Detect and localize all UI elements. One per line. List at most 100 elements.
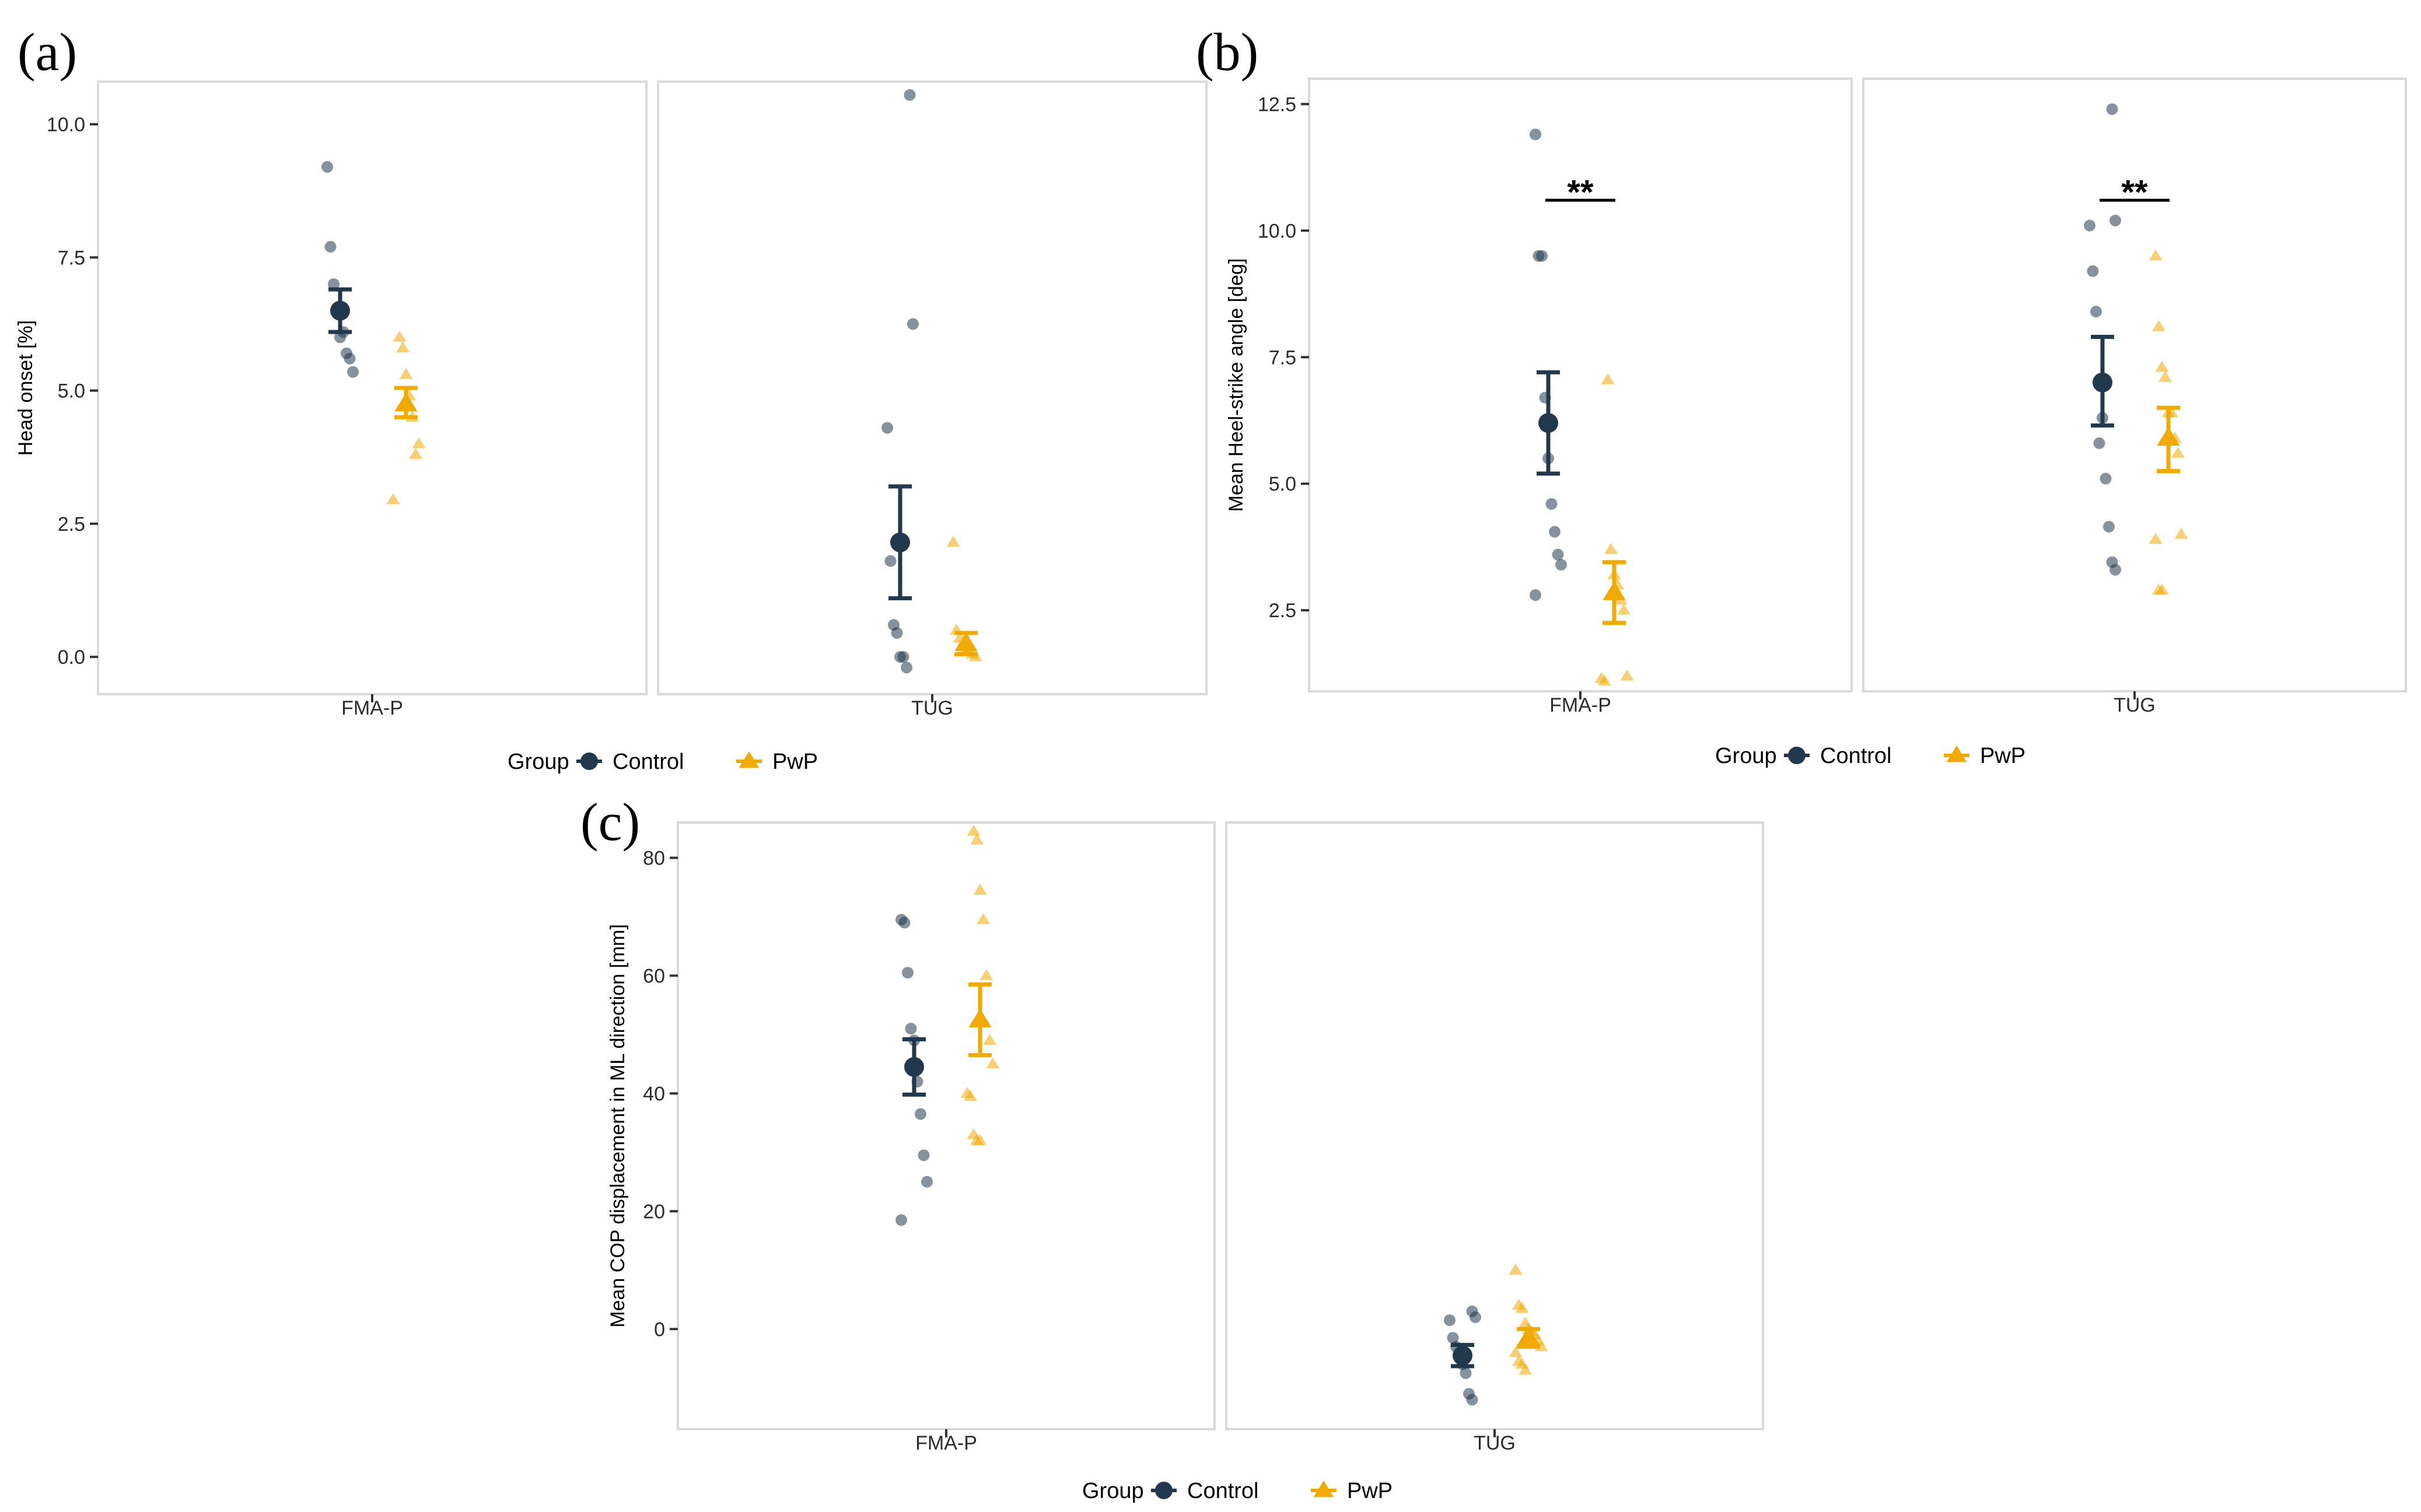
control-point [2109, 564, 2121, 576]
control-point [1549, 526, 1561, 538]
control-point [2093, 437, 2105, 449]
facet-label: TUG [2114, 694, 2156, 716]
control-point [2100, 473, 2112, 485]
facet-panel [1862, 78, 2407, 692]
pwp-point [967, 824, 981, 836]
legend-pwp-label: PwP [772, 750, 818, 774]
facet-label: TUG [911, 697, 953, 719]
y-tick-label: 10.0 [1258, 220, 1296, 242]
facet-panel [1308, 78, 1853, 692]
y-tick-label: 7.5 [58, 247, 85, 269]
pwp-point [1509, 1346, 1523, 1357]
facet-label: FMA-P [341, 697, 403, 719]
panel-label: (c) [580, 792, 640, 852]
pwp-point [977, 913, 990, 925]
y-tick-label: 0 [654, 1318, 665, 1340]
control-point [901, 662, 912, 674]
pwp-point [1509, 1263, 1523, 1275]
pwp-point [1519, 1363, 1532, 1375]
pwp-point [412, 437, 426, 449]
control-point [347, 366, 359, 378]
control-point [918, 1149, 930, 1161]
facet-label: FMA-P [1549, 694, 1611, 716]
pwp-point [1515, 1301, 1529, 1313]
y-axis-title: Mean Heel-strike angle [deg] [1225, 258, 1247, 512]
control-point [907, 318, 919, 330]
control-point [1552, 548, 1564, 561]
control-point [881, 422, 893, 434]
pwp-point [396, 341, 410, 353]
control-point [902, 967, 914, 979]
pwp-mean-marker [968, 1008, 992, 1028]
legend-title: Group [508, 750, 569, 774]
pwp-point [973, 1133, 987, 1145]
control-point [328, 278, 340, 290]
pwp-point [946, 536, 960, 547]
control-mean-marker [904, 1057, 924, 1077]
legend-control-label: Control [1187, 1479, 1259, 1503]
control-point [921, 1175, 933, 1188]
y-axis-title: Mean COP displacement in ML direction [m… [607, 924, 629, 1328]
pwp-point [973, 883, 987, 895]
legend-pwp-label: PwP [1347, 1479, 1393, 1503]
pwp-mean-marker [954, 632, 978, 652]
facet-panel [657, 80, 1208, 695]
y-tick-label: 40 [643, 1083, 665, 1105]
y-tick-label: 2.5 [58, 513, 85, 536]
y-tick-label: 12.5 [1258, 93, 1296, 116]
legend-control-label: Control [613, 750, 684, 774]
control-point [895, 1214, 907, 1226]
control-point [897, 651, 909, 663]
control-point [2087, 265, 2099, 277]
facet-panel [677, 821, 1216, 1430]
facet-panel [1225, 821, 1764, 1430]
control-point [1447, 1332, 1459, 1344]
y-tick-label: 7.5 [1269, 346, 1296, 369]
control-point [324, 241, 337, 253]
facet-panel [97, 80, 648, 695]
pwp-point [2158, 370, 2172, 382]
panel-label: (a) [18, 22, 77, 82]
facet-label: FMA-P [915, 1432, 977, 1454]
pwp-point [2152, 320, 2165, 331]
pwp-point [399, 368, 413, 379]
control-point [905, 1023, 917, 1035]
pwp-point [386, 493, 400, 505]
control-point [884, 555, 897, 567]
legend-pwp-marker [739, 751, 760, 768]
control-point [1536, 250, 1548, 262]
legend-pwp-marker [1313, 1480, 1334, 1497]
control-mean-marker [890, 532, 910, 552]
control-point [1470, 1311, 1481, 1324]
control-point [1466, 1394, 1478, 1406]
legend-pwp-label: PwP [1980, 744, 2025, 768]
control-point [915, 1108, 926, 1120]
legend-control-marker [1155, 1482, 1173, 1499]
facet-label: TUG [1474, 1432, 1516, 1454]
y-tick-label: 2.5 [1269, 600, 1296, 622]
y-tick-label: 60 [643, 965, 665, 988]
control-point [891, 627, 903, 639]
control-point [344, 352, 356, 365]
legend-title: Group [1082, 1479, 1144, 1503]
pwp-point [1617, 603, 1631, 615]
control-point [1530, 128, 1541, 141]
control-point [2103, 520, 2115, 533]
pwp-point [409, 447, 422, 459]
legend-pwp-marker [1946, 745, 1967, 762]
significance-label: ** [2121, 173, 2148, 211]
y-tick-label: 5.0 [58, 380, 85, 402]
legend-control-marker [1788, 747, 1806, 764]
control-mean-marker [330, 300, 350, 321]
pwp-point [2171, 446, 2185, 458]
pwp-mean-marker [1517, 1326, 1540, 1346]
y-tick-label: 10.0 [47, 114, 85, 136]
control-point [1460, 1367, 1472, 1380]
legend-control-label: Control [1820, 744, 1892, 768]
control-point [904, 89, 916, 101]
control-point [2090, 306, 2102, 318]
pwp-point [964, 1090, 977, 1101]
pwp-mean-marker [1603, 581, 1626, 600]
y-tick-label: 80 [643, 848, 665, 870]
control-point [1545, 498, 1558, 510]
